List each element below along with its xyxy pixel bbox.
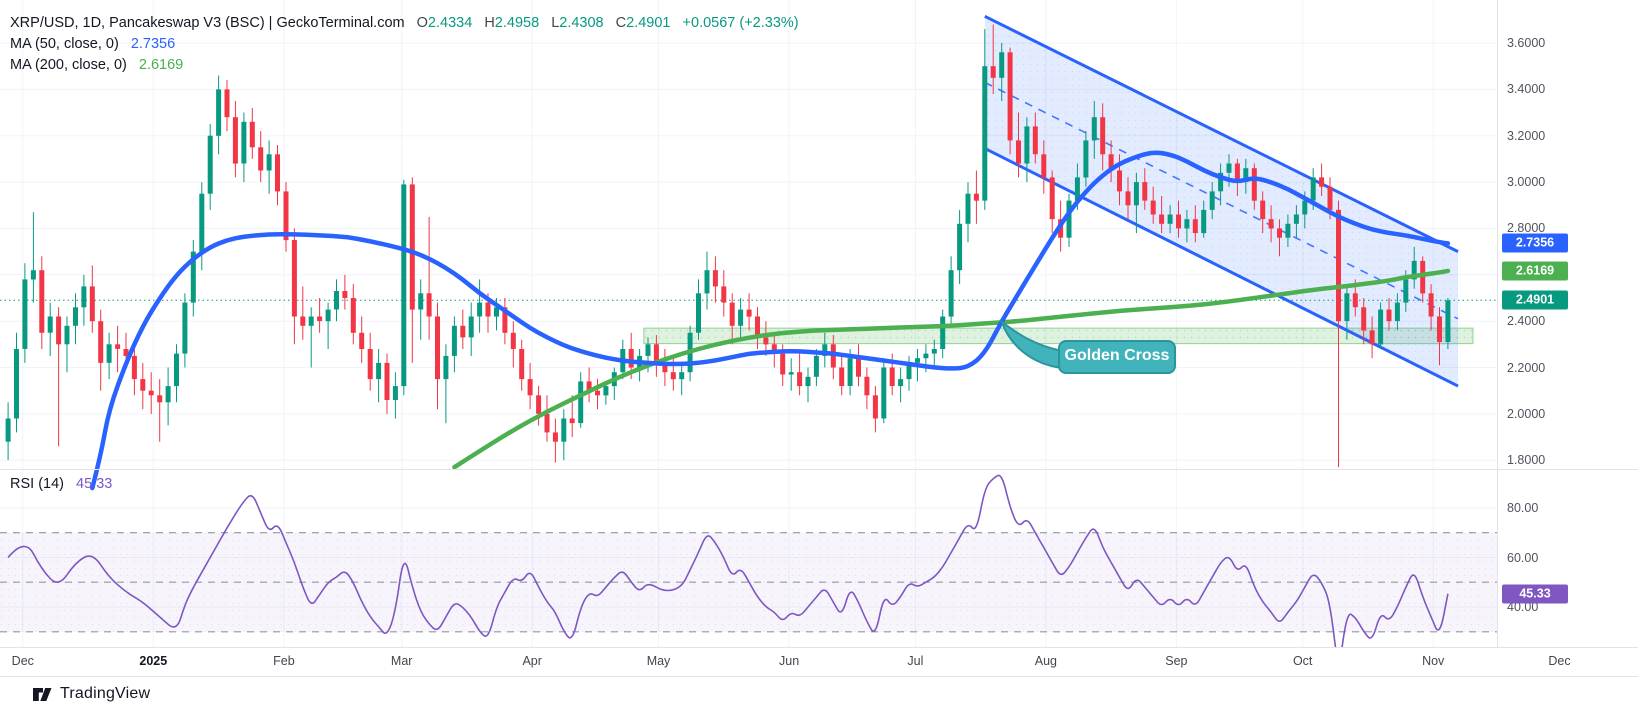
ma50-value: 2.7356 xyxy=(130,36,176,52)
ma50-label: MA (50, close, 0) xyxy=(10,36,119,52)
legend: XRP/USD, 1D, Pancakeswap V3 (BSC) | Geck… xyxy=(10,13,799,76)
price-tick-label: 3.0000 xyxy=(1507,175,1546,190)
time-tick-label: Feb xyxy=(273,654,295,668)
time-tick-label: Apr xyxy=(522,654,542,668)
rsi-tick-label: 60.00 xyxy=(1507,550,1539,565)
price-tick-label: 1.8000 xyxy=(1507,453,1546,468)
time-tick-label: Aug xyxy=(1034,654,1058,668)
candlestick-series[interactable] xyxy=(5,24,1451,468)
rsi-legend[interactable]: RSI (14) 45.33 xyxy=(10,474,112,495)
price-tick-label: 2.0000 xyxy=(1507,406,1546,421)
footer: TradingView xyxy=(0,677,1638,715)
price-tick-label: 2.8000 xyxy=(1507,221,1546,236)
time-tick-label: 2025 xyxy=(139,654,168,668)
time-tick-label: Mar xyxy=(390,654,413,668)
price-tick-label: 3.4000 xyxy=(1507,82,1546,97)
last-price-badge: 2.4901 xyxy=(1502,290,1568,310)
pane-divider[interactable] xyxy=(0,469,1638,470)
axis-divider xyxy=(0,647,1638,648)
time-tick-label: Jun xyxy=(779,654,800,668)
high-value: 2.4958 xyxy=(494,15,540,31)
ma200-label: MA (200, close, 0) xyxy=(10,57,127,73)
footer-divider xyxy=(0,676,1638,677)
time-tick-label: Dec xyxy=(11,654,34,668)
ma50-legend-row[interactable]: MA (50, close, 0) 2.7356 xyxy=(10,34,799,55)
tradingview-logo[interactable]: TradingView xyxy=(32,685,150,703)
time-tick-label: Oct xyxy=(1292,654,1313,668)
ma50-line[interactable] xyxy=(90,150,1451,491)
price-tick-label: 2.2000 xyxy=(1507,360,1546,375)
change-value: +0.0567 (+2.33%) xyxy=(682,15,799,31)
rsi-label: RSI (14) xyxy=(10,476,64,492)
open-label: O xyxy=(416,15,428,31)
rsi-tick-label: 40.00 xyxy=(1507,600,1539,614)
chart-canvas[interactable] xyxy=(0,0,1497,677)
time-tick-label: Nov xyxy=(1422,654,1445,668)
rsi-line xyxy=(7,474,1449,647)
rsi-pane[interactable] xyxy=(0,474,1497,657)
support-zone[interactable] xyxy=(643,327,1474,345)
time-tick-label: Dec xyxy=(1548,654,1571,668)
price-scale[interactable]: 3.6000 3.4000 3.2000 3.0000 2.8000 2.4000 2.20… xyxy=(1497,0,1638,647)
low-label: L xyxy=(551,15,560,31)
high-label: H xyxy=(484,15,495,31)
time-tick-label: May xyxy=(646,654,671,668)
low-value: 2.4308 xyxy=(559,15,604,31)
ma200-value: 2.6169 xyxy=(138,57,184,73)
time-tick-label: Sep xyxy=(1165,654,1188,668)
tradingview-logo-text: TradingView xyxy=(60,685,151,702)
symbol-row[interactable]: XRP/USD, 1D, Pancakeswap V3 (BSC) | Geck… xyxy=(10,13,799,34)
golden-cross-callout[interactable]: Golden Cross xyxy=(1058,340,1176,374)
symbol-title: XRP/USD, 1D, Pancakeswap V3 (BSC) | Geck… xyxy=(10,15,405,31)
rsi-tick-label: 80.00 xyxy=(1507,500,1539,515)
ma200-price-badge: 2.6169 xyxy=(1502,261,1568,281)
time-axis[interactable]: Dec 2025 Feb Mar Apr May Jun Jul Aug Sep Oct Nov Dec xyxy=(0,648,1638,676)
tradingview-logo-icon xyxy=(33,687,52,701)
ma200-legend-row[interactable]: MA (200, close, 0) 2.6169 xyxy=(10,55,799,76)
price-tick-label: 2.4000 xyxy=(1507,314,1546,329)
price-tick-label: 3.6000 xyxy=(1507,36,1546,50)
rsi-value: 45.33 xyxy=(76,476,113,492)
rsi-value-badge: 45.33 xyxy=(1502,584,1568,604)
close-label: C xyxy=(615,15,627,31)
ma200-line[interactable] xyxy=(452,268,1451,470)
close-value: 2.4901 xyxy=(626,15,671,31)
price-tick-label: 3.2000 xyxy=(1507,128,1546,143)
ma50-price-badge: 2.7356 xyxy=(1502,233,1568,253)
open-value: 2.4334 xyxy=(427,15,473,31)
time-tick-label: Jul xyxy=(907,654,924,668)
